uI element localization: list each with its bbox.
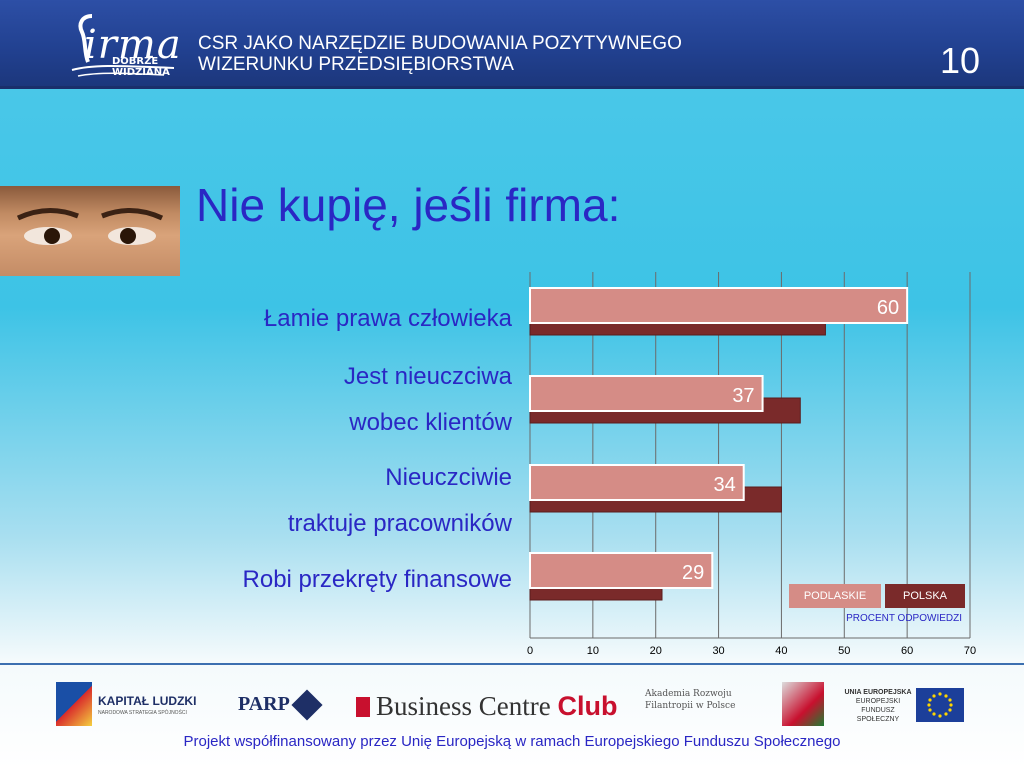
logo-subtitle-1: DOBRZE bbox=[112, 56, 159, 67]
bar-podlaskie bbox=[529, 552, 714, 589]
bar-data-label: 34 bbox=[713, 474, 735, 496]
category-label: Łamie prawa człowieka bbox=[263, 305, 512, 332]
footer-divider bbox=[0, 663, 1024, 665]
firma-logo bbox=[71, 14, 175, 77]
partner-logo-icon bbox=[782, 682, 824, 726]
slide-title: Nie kupię, jeśli firma: bbox=[196, 179, 621, 231]
x-tick-label: 60 bbox=[901, 645, 913, 657]
bar-podlaskie bbox=[529, 287, 909, 324]
legend-polska: POLSKA bbox=[885, 584, 965, 608]
bcc-text: Business Centre bbox=[376, 691, 558, 721]
bar-podlaskie bbox=[529, 375, 764, 412]
logo-word: irma bbox=[84, 22, 182, 68]
x-axis-label: PROCENT ODPOWIEDZI bbox=[846, 613, 962, 624]
parp-text: PARP bbox=[238, 693, 290, 715]
bar-data-label: 29 bbox=[682, 562, 704, 584]
logo-subtitle-2: WIDZIANA bbox=[112, 67, 170, 78]
ue-subtitle: EUROPEJSKI FUNDUSZ SPOŁECZNY bbox=[855, 698, 901, 723]
unia-europejska-text: UNIA EUROPEJSKA EUROPEJSKI FUNDUSZ SPOŁE… bbox=[840, 682, 916, 732]
kapital-ludzki-logo: KAPITAŁ LUDZKI NARODOWA STRATEGIA SPÓJNO… bbox=[56, 682, 226, 726]
x-tick-label: 30 bbox=[712, 645, 724, 657]
x-tick-label: 40 bbox=[775, 645, 787, 657]
x-tick-label: 50 bbox=[838, 645, 850, 657]
header-bar: irma DOBRZE WIDZIANA CSR JAKO NARZĘDZIE … bbox=[0, 0, 1024, 89]
bcc-square-icon bbox=[356, 697, 370, 717]
header-title: CSR JAKO NARZĘDZIE BUDOWANIA POZYTYWNEGO… bbox=[198, 33, 682, 75]
bar-data-label: 60 bbox=[877, 297, 899, 319]
parp-mark-icon bbox=[291, 689, 323, 721]
ue-title: UNIA EUROPEJSKA bbox=[844, 689, 912, 696]
child-eyes-photo bbox=[0, 186, 180, 276]
x-tick-label: 10 bbox=[587, 645, 599, 657]
x-tick-label: 70 bbox=[964, 645, 976, 657]
slide-number: 10 bbox=[940, 40, 981, 81]
bcc-club-text: Club bbox=[557, 691, 618, 721]
category-label: Nieuczciwie traktuje pracowników bbox=[287, 464, 512, 537]
category-label: Robi przekręty finansowe bbox=[242, 566, 512, 593]
footer-text: Projekt współfinansowany przez Unię Euro… bbox=[183, 733, 841, 750]
akademia-filantropii-logo: Akademia Rozwoju Filantropii w Polsce bbox=[645, 689, 736, 711]
bar-podlaskie bbox=[529, 464, 745, 501]
business-centre-club-logo: Business Centre Club bbox=[356, 682, 626, 726]
kapital-ludzki-icon bbox=[56, 682, 92, 726]
kapital-ludzki-text: KAPITAŁ LUDZKI bbox=[98, 694, 197, 708]
parp-logo: PARP bbox=[238, 682, 333, 726]
x-tick-label: 20 bbox=[650, 645, 662, 657]
x-tick-label: 0 bbox=[527, 645, 533, 657]
legend-podlaskie: PODLASKIE bbox=[789, 584, 881, 608]
kapital-ludzki-subtext: NARODOWA STRATEGIA SPÓJNOŚCI bbox=[98, 710, 187, 716]
bar-data-label: 37 bbox=[732, 385, 754, 407]
eu-flag-icon bbox=[916, 688, 964, 722]
category-label: Jest nieuczciwa wobec klientów bbox=[343, 363, 512, 436]
